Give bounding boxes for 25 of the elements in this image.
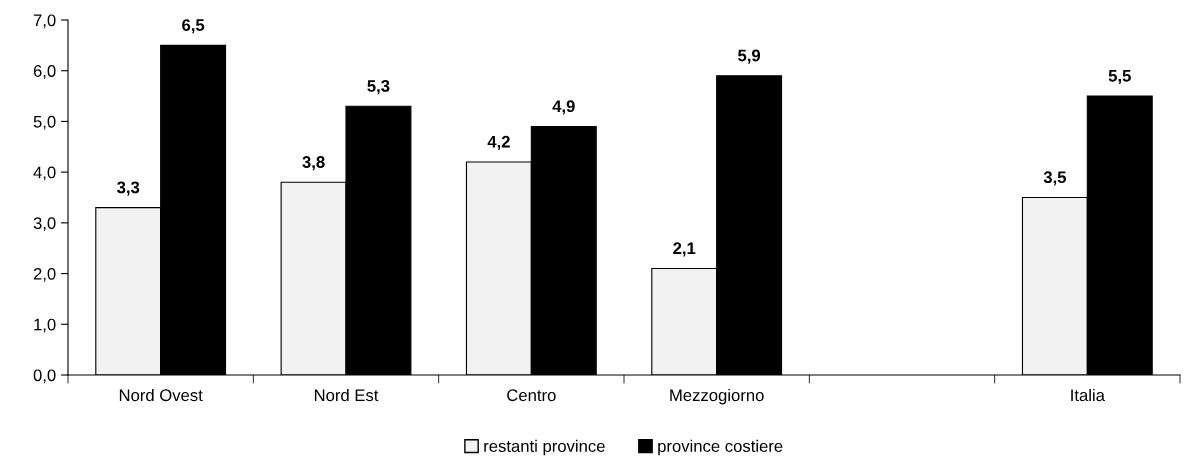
y-tick-label: 5,0 [33, 115, 56, 130]
data-label: 4,9 [552, 100, 575, 115]
data-label: 3,3 [117, 181, 140, 196]
y-tick-label: 1,0 [34, 318, 56, 333]
data-label: 5,9 [738, 49, 761, 64]
x-tick-label: Nord Est [314, 388, 379, 402]
y-tick-label: 6,0 [33, 65, 56, 79]
data-label: 2,1 [673, 242, 696, 257]
y-tick-label: 3,0 [33, 217, 56, 232]
y-tick-label: 0,0 [33, 369, 56, 384]
data-label: 6,5 [182, 19, 205, 34]
legend-label: restanti province [484, 439, 605, 456]
legend-label: province costiere [658, 439, 783, 456]
y-tick-label: 2,0 [33, 267, 56, 282]
x-tick-label: Italia [1071, 388, 1105, 402]
data-label: 3,8 [302, 156, 325, 171]
data-label: 4,2 [487, 135, 510, 151]
x-tick-label: Mezzogiorno [670, 388, 764, 405]
y-tick-label: 7,0 [33, 14, 56, 29]
data-label: 5,5 [1108, 70, 1131, 85]
x-tick-label: Centro [507, 389, 556, 402]
x-tick-label: Nord Ovest [119, 388, 203, 402]
data-label: 5,3 [367, 80, 390, 95]
data-label: 3,5 [1043, 171, 1067, 186]
y-tick-label: 4,0 [33, 166, 56, 181]
